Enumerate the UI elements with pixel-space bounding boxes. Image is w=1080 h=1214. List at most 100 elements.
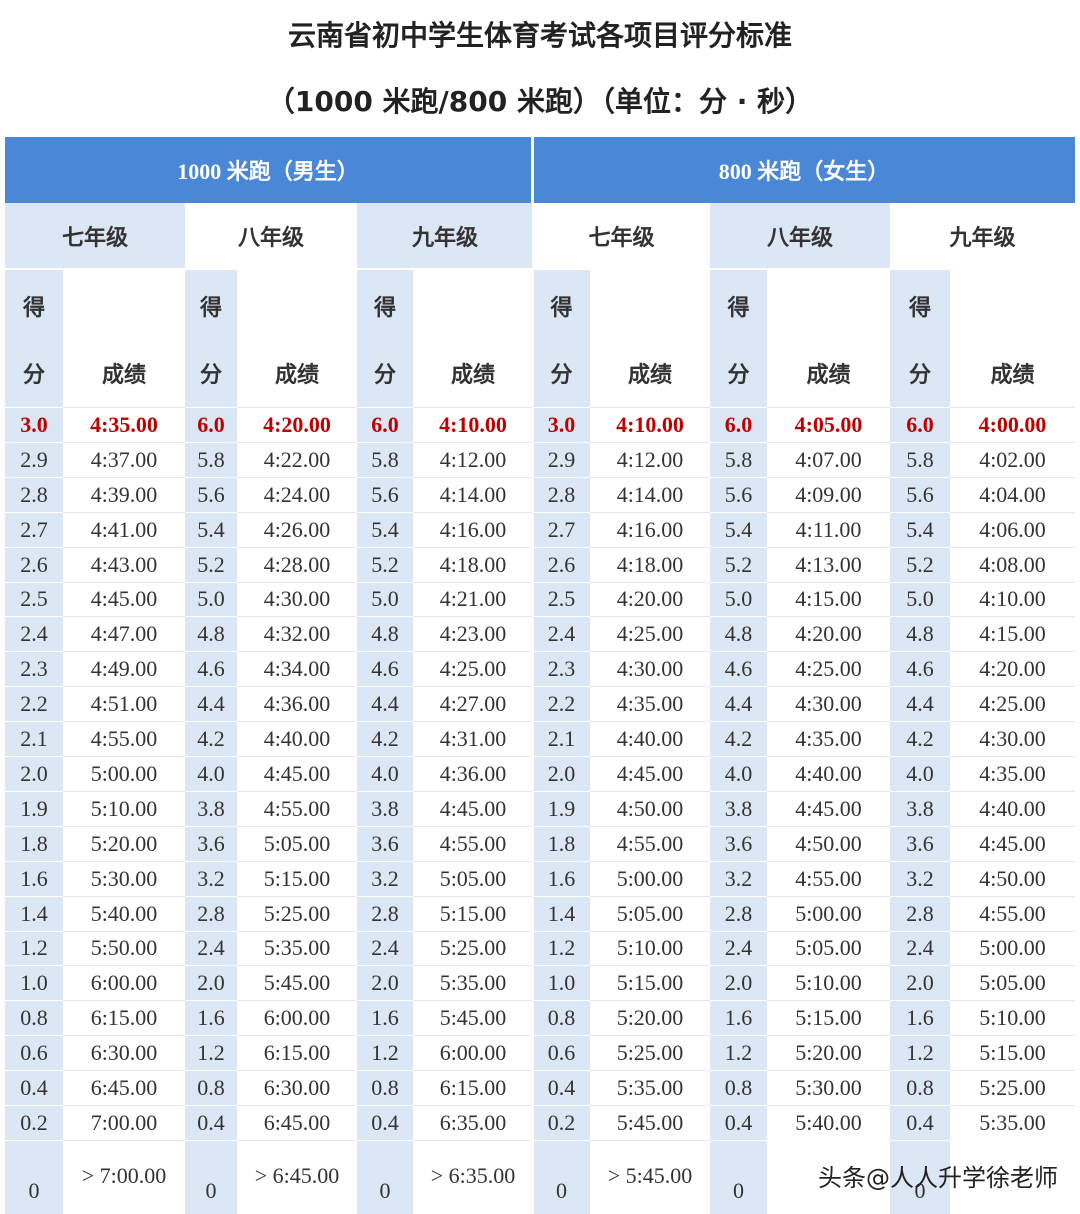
score-cell: 0.6 [533, 1035, 590, 1071]
score-cell: 4.6 [710, 651, 767, 687]
result-cell: 6:45.00 [237, 1105, 357, 1140]
grade-header: 七年级 [533, 203, 710, 270]
score-cell: 5.0 [357, 581, 413, 617]
score-cell: 1.6 [710, 1000, 767, 1036]
result-cell: 4:55.00 [950, 895, 1075, 931]
result-cell: 4:35.00 [767, 721, 890, 756]
score-cell: 2.1 [5, 721, 63, 756]
result-cell: 6:15.00 [413, 1070, 533, 1105]
score-cell: 2.4 [710, 930, 767, 966]
result-cell: 4:41.00 [63, 511, 185, 547]
result-cell: 5:00.00 [950, 930, 1075, 966]
score-cell: 1.0 [533, 965, 590, 1001]
result-cell: 5:05.00 [767, 930, 890, 966]
result-cell: 4:39.00 [63, 476, 185, 512]
result-cell: 4:40.00 [767, 756, 890, 791]
score-cell: 2.0 [533, 756, 590, 791]
result-cell: 4:14.00 [590, 476, 710, 512]
score-cell: 2.4 [533, 616, 590, 652]
result-cell: 5:05.00 [590, 895, 710, 931]
result-cell: 5:25.00 [413, 930, 533, 966]
result-cell: 4:55.00 [63, 721, 185, 756]
score-cell: 1.0 [5, 965, 63, 1001]
score-cell: 2.5 [5, 581, 63, 617]
score-header: 得 [185, 270, 237, 342]
result-cell: 4:47.00 [63, 616, 185, 652]
result-cell: 4:15.00 [950, 616, 1075, 652]
score-cell: 0 [5, 1139, 63, 1214]
result-cell: 4:20.00 [590, 581, 710, 617]
score-cell: 0.4 [533, 1070, 590, 1105]
result-cell: 4:30.00 [767, 686, 890, 722]
result-cell: 4:22.00 [237, 441, 357, 477]
result-cell: 4:49.00 [63, 651, 185, 687]
score-cell: 5.4 [185, 511, 237, 547]
score-cell: 5.2 [890, 546, 950, 582]
score-cell: 0.4 [357, 1105, 413, 1140]
score-cell: 1.8 [533, 825, 590, 861]
score-header: 分 [5, 340, 63, 406]
result-cell: 4:18.00 [590, 546, 710, 582]
result-cell: 5:25.00 [590, 1035, 710, 1071]
score-cell: 0.8 [5, 1000, 63, 1036]
result-cell: 5:20.00 [590, 1000, 710, 1036]
score-cell: 2.3 [5, 651, 63, 687]
score-cell: 2.9 [5, 441, 63, 477]
score-cell: 1.2 [890, 1035, 950, 1071]
score-cell: 4.4 [890, 686, 950, 722]
result-cell: 4:10.00 [950, 581, 1075, 617]
result-cell: 5:00.00 [590, 860, 710, 896]
result-cell: 4:09.00 [767, 476, 890, 512]
result-cell: 4:13.00 [767, 546, 890, 582]
score-cell: 2.8 [890, 895, 950, 931]
score-cell: 5.4 [890, 511, 950, 547]
score-cell: 5.6 [357, 476, 413, 512]
result-cell: 4:02.00 [950, 441, 1075, 477]
title: 云南省初中学生体育考试各项目评分标准 [287, 19, 792, 52]
result-cell: 5:45.00 [413, 1000, 533, 1036]
score-cell: 3.6 [890, 825, 950, 861]
score-cell: 0.8 [357, 1070, 413, 1105]
score-cell: 2.0 [890, 965, 950, 1001]
result-cell: 5:00.00 [767, 895, 890, 931]
result-cell: 6:00.00 [413, 1035, 533, 1071]
result-cell: 6:15.00 [237, 1035, 357, 1071]
result-cell: 4:32.00 [237, 616, 357, 652]
result-cell: 4:35.00 [63, 407, 185, 442]
result-cell: > 7:00.00 [63, 1139, 185, 1214]
score-cell: 1.6 [357, 1000, 413, 1036]
result-cell: 4:20.00 [767, 616, 890, 652]
result-cell: 4:35.00 [590, 686, 710, 722]
score-cell: 2.4 [890, 930, 950, 966]
group-header: 800 米跑（女生） [533, 137, 1075, 203]
result-cell: 5:05.00 [237, 825, 357, 861]
score-cell: 0 [533, 1139, 590, 1214]
result-cell: 5:10.00 [590, 930, 710, 966]
score-cell: 5.0 [185, 581, 237, 617]
result-cell: 4:30.00 [590, 651, 710, 687]
score-cell: 5.2 [710, 546, 767, 582]
result-cell: 5:05.00 [413, 860, 533, 896]
result-cell: 4:45.00 [950, 825, 1075, 861]
result-cell: 4:28.00 [237, 546, 357, 582]
score-cell: 5.4 [710, 511, 767, 547]
result-cell: 5:40.00 [767, 1105, 890, 1140]
result-cell: 4:45.00 [413, 790, 533, 826]
result-cell: 5:05.00 [950, 965, 1075, 1001]
score-cell: 2.3 [533, 651, 590, 687]
result-cell: 4:51.00 [63, 686, 185, 722]
result-cell: 4:06.00 [950, 511, 1075, 547]
score-cell: 2.6 [5, 546, 63, 582]
score-cell: 1.6 [185, 1000, 237, 1036]
result-cell: 4:40.00 [590, 721, 710, 756]
score-cell: 4.0 [890, 756, 950, 791]
score-cell: 4.4 [357, 686, 413, 722]
result-cell: 4:24.00 [237, 476, 357, 512]
result-cell: 5:45.00 [237, 965, 357, 1001]
result-cell: 4:31.00 [413, 721, 533, 756]
result-cell: 4:35.00 [950, 756, 1075, 791]
result-cell: 5:45.00 [590, 1105, 710, 1140]
score-cell: 0.8 [890, 1070, 950, 1105]
result-cell: 4:23.00 [413, 616, 533, 652]
